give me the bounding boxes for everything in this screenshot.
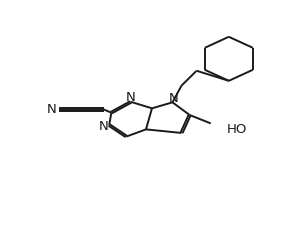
Text: N: N	[47, 103, 57, 116]
Text: HO: HO	[227, 123, 247, 136]
Text: N: N	[98, 121, 108, 134]
Text: N: N	[126, 91, 136, 104]
Text: N: N	[169, 92, 178, 105]
